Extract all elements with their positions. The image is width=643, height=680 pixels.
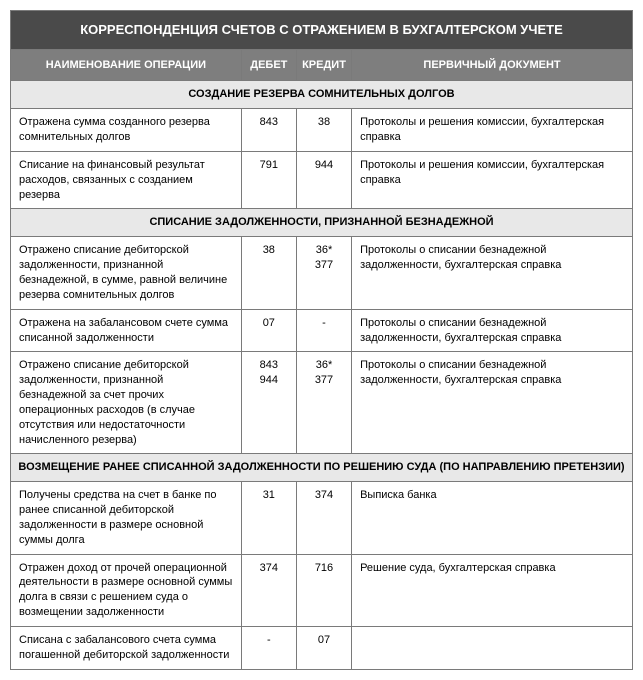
cell-credit: 716: [296, 554, 351, 626]
cell-op: Списание на финансовый результат расходо…: [11, 151, 242, 209]
table-row: Списана с забалансового счета сумма пога…: [11, 627, 633, 670]
col-header-op: НАИМЕНОВАНИЕ ОПЕРАЦИИ: [11, 49, 242, 81]
table-row: Списание на финансовый результат расходо…: [11, 151, 633, 209]
cell-doc: [352, 627, 633, 670]
cell-doc: Протоколы о списании безнадежной задолже…: [352, 352, 633, 454]
section-header: ВОЗМЕЩЕНИЕ РАНЕЕ СПИСАННОЙ ЗАДОЛЖЕННОСТИ…: [11, 454, 633, 482]
col-header-debit: ДЕБЕТ: [241, 49, 296, 81]
table-row: Отражено списание дебиторской задолженно…: [11, 352, 633, 454]
cell-doc: Выписка банка: [352, 482, 633, 554]
table-row: Отражена на забалансовом счете сумма спи…: [11, 309, 633, 352]
table-row: Отражено списание дебиторской задолженно…: [11, 237, 633, 309]
cell-op: Списана с забалансового счета сумма пога…: [11, 627, 242, 670]
cell-credit: 07: [296, 627, 351, 670]
cell-op: Отражена на забалансовом счете сумма спи…: [11, 309, 242, 352]
cell-debit: 843944: [241, 352, 296, 454]
cell-debit: 07: [241, 309, 296, 352]
table-row: Отражена сумма созданного резерва сомнит…: [11, 109, 633, 152]
cell-credit: 36*377: [296, 352, 351, 454]
cell-doc: Решение суда, бухгалтерская справка: [352, 554, 633, 626]
cell-debit: 791: [241, 151, 296, 209]
cell-credit: 374: [296, 482, 351, 554]
section-header: СОЗДАНИЕ РЕЗЕРВА СОМНИТЕЛЬНЫХ ДОЛГОВ: [11, 81, 633, 109]
section-header: СПИСАНИЕ ЗАДОЛЖЕННОСТИ, ПРИЗНАННОЙ БЕЗНА…: [11, 209, 633, 237]
cell-op: Отражено списание дебиторской задолженно…: [11, 237, 242, 309]
cell-debit: 374: [241, 554, 296, 626]
cell-doc: Протоколы и решения комиссии, бухгалтерс…: [352, 151, 633, 209]
cell-doc: Протоколы о списании безнадежной задолже…: [352, 309, 633, 352]
cell-debit: -: [241, 627, 296, 670]
cell-credit: -: [296, 309, 351, 352]
table-row: Отражен доход от прочей операционной дея…: [11, 554, 633, 626]
cell-credit: 36*377: [296, 237, 351, 309]
cell-op: Отражен доход от прочей операционной дея…: [11, 554, 242, 626]
cell-debit: 38: [241, 237, 296, 309]
col-header-credit: КРЕДИТ: [296, 49, 351, 81]
cell-op: Отражена сумма созданного резерва сомнит…: [11, 109, 242, 152]
accounting-table: КОРРЕСПОНДЕНЦИЯ СЧЕТОВ С ОТРАЖЕНИЕМ В БУ…: [10, 10, 633, 670]
table-body: СОЗДАНИЕ РЕЗЕРВА СОМНИТЕЛЬНЫХ ДОЛГОВОтра…: [11, 81, 633, 669]
cell-op: Получены средства на счет в банке по ран…: [11, 482, 242, 554]
cell-doc: Протоколы о списании безнадежной задолже…: [352, 237, 633, 309]
cell-credit: 38: [296, 109, 351, 152]
cell-debit: 843: [241, 109, 296, 152]
table-row: Получены средства на счет в банке по ран…: [11, 482, 633, 554]
cell-doc: Протоколы и решения комиссии, бухгалтерс…: [352, 109, 633, 152]
cell-op: Отражено списание дебиторской задолженно…: [11, 352, 242, 454]
table-title: КОРРЕСПОНДЕНЦИЯ СЧЕТОВ С ОТРАЖЕНИЕМ В БУ…: [11, 11, 633, 50]
cell-credit: 944: [296, 151, 351, 209]
col-header-doc: ПЕРВИЧНЫЙ ДОКУМЕНТ: [352, 49, 633, 81]
cell-debit: 31: [241, 482, 296, 554]
